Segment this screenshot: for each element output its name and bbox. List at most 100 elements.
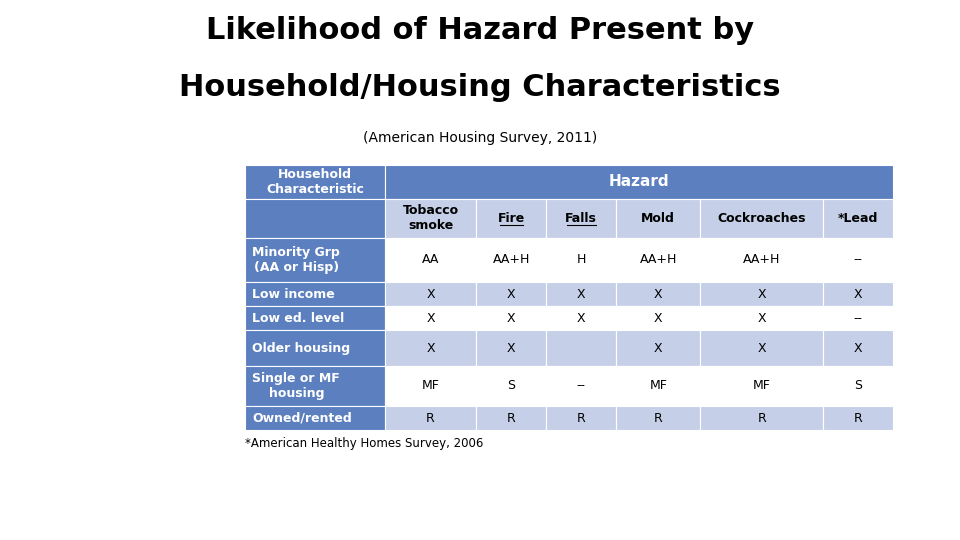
Text: MF: MF (649, 379, 667, 393)
Text: Owned/rented: Owned/rented (252, 411, 352, 425)
Text: X: X (426, 312, 435, 325)
Bar (616, 199, 700, 238)
Bar (546, 282, 616, 306)
Bar (476, 306, 546, 330)
Text: X: X (426, 341, 435, 355)
Text: Tobacco
smoke: Tobacco smoke (402, 204, 459, 232)
Bar (476, 366, 546, 406)
Text: X: X (507, 312, 516, 325)
Bar (700, 282, 823, 306)
Bar (616, 330, 700, 366)
Text: X: X (654, 287, 662, 301)
Bar (546, 366, 616, 406)
Bar (385, 199, 476, 238)
Text: R: R (426, 411, 435, 425)
Bar (385, 306, 476, 330)
Text: Single or MF
housing: Single or MF housing (252, 372, 340, 400)
Bar (546, 406, 616, 430)
Text: X: X (577, 287, 586, 301)
Text: Minority Grp
(AA or Hisp): Minority Grp (AA or Hisp) (252, 246, 340, 274)
Bar (700, 238, 823, 282)
Text: X: X (853, 341, 862, 355)
Text: AA+H: AA+H (639, 253, 677, 266)
Text: X: X (654, 312, 662, 325)
Text: Hazard: Hazard (609, 174, 669, 189)
Text: X: X (757, 341, 766, 355)
Text: *American Healthy Homes Survey, 2006: *American Healthy Homes Survey, 2006 (245, 437, 483, 450)
Bar (616, 306, 700, 330)
Bar (476, 406, 546, 430)
Text: X: X (757, 312, 766, 325)
Text: Fire: Fire (497, 212, 525, 225)
Text: Household
Characteristic: Household Characteristic (266, 168, 364, 195)
Bar (385, 406, 476, 430)
Text: R: R (757, 411, 766, 425)
Bar (823, 406, 893, 430)
Bar (385, 238, 476, 282)
Bar (385, 282, 476, 306)
Bar (823, 199, 893, 238)
Text: X: X (757, 287, 766, 301)
Bar (823, 282, 893, 306)
Text: Household/Housing Characteristics: Household/Housing Characteristics (180, 73, 780, 102)
Text: Older housing: Older housing (252, 341, 350, 355)
Bar (616, 366, 700, 406)
Bar (245, 199, 385, 238)
Text: S: S (507, 379, 516, 393)
Bar (700, 366, 823, 406)
Text: R: R (853, 411, 862, 425)
Bar (245, 366, 385, 406)
Text: --: -- (577, 379, 586, 393)
Bar (823, 306, 893, 330)
Text: *Lead: *Lead (838, 212, 878, 225)
Bar (245, 406, 385, 430)
Bar (700, 199, 823, 238)
Text: X: X (426, 287, 435, 301)
Text: R: R (577, 411, 586, 425)
Bar (700, 406, 823, 430)
Text: R: R (507, 411, 516, 425)
Bar (823, 238, 893, 282)
Bar (700, 330, 823, 366)
Bar (616, 406, 700, 430)
Bar (823, 330, 893, 366)
Bar (546, 199, 616, 238)
Bar (245, 306, 385, 330)
Text: X: X (654, 341, 662, 355)
Text: R: R (654, 411, 662, 425)
Text: H: H (577, 253, 586, 266)
Text: MF: MF (421, 379, 440, 393)
Bar (476, 238, 546, 282)
Bar (546, 330, 616, 366)
Text: Mold: Mold (641, 212, 675, 225)
Text: X: X (507, 341, 516, 355)
Bar (385, 330, 476, 366)
Text: Low income: Low income (252, 287, 335, 301)
Text: Falls: Falls (565, 212, 597, 225)
Text: X: X (853, 287, 862, 301)
Bar (546, 238, 616, 282)
Text: (American Housing Survey, 2011): (American Housing Survey, 2011) (363, 131, 597, 145)
Bar (476, 282, 546, 306)
Bar (546, 306, 616, 330)
Bar (245, 165, 385, 199)
Bar (245, 238, 385, 282)
Bar (823, 366, 893, 406)
Text: Low ed. level: Low ed. level (252, 312, 345, 325)
Bar (476, 330, 546, 366)
Text: MF: MF (753, 379, 771, 393)
Text: AA+H: AA+H (743, 253, 780, 266)
Bar (385, 165, 893, 199)
Bar (616, 282, 700, 306)
Text: AA+H: AA+H (492, 253, 530, 266)
Text: S: S (854, 379, 862, 393)
Bar (245, 330, 385, 366)
Text: Likelihood of Hazard Present by: Likelihood of Hazard Present by (206, 16, 754, 45)
Text: X: X (507, 287, 516, 301)
Bar (385, 366, 476, 406)
Bar (616, 238, 700, 282)
Bar (245, 282, 385, 306)
Text: AA: AA (421, 253, 439, 266)
Bar (700, 306, 823, 330)
Text: --: -- (853, 312, 862, 325)
